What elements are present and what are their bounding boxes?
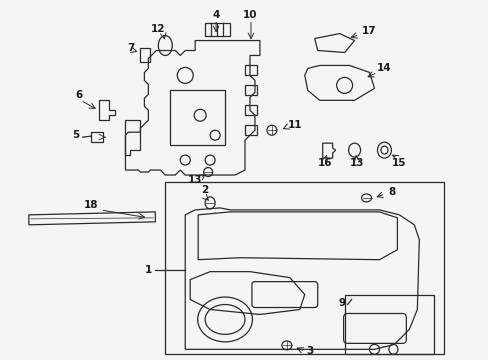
Bar — [244, 105, 256, 115]
Text: 3: 3 — [305, 346, 313, 356]
Text: 13: 13 — [349, 158, 364, 168]
Text: 11: 11 — [287, 120, 302, 130]
Text: 13: 13 — [187, 175, 202, 185]
Text: 4: 4 — [212, 10, 219, 20]
Bar — [244, 125, 256, 135]
Bar — [244, 66, 256, 75]
Text: 14: 14 — [376, 63, 391, 73]
Text: 10: 10 — [242, 10, 257, 20]
Bar — [344, 294, 433, 354]
Text: 15: 15 — [391, 158, 406, 168]
Text: 9: 9 — [337, 297, 345, 307]
Bar — [90, 132, 102, 142]
Text: 16: 16 — [317, 158, 331, 168]
Text: 8: 8 — [388, 187, 395, 197]
Text: 12: 12 — [151, 24, 165, 33]
Text: 5: 5 — [72, 130, 79, 140]
Text: 6: 6 — [75, 90, 82, 100]
Text: 2: 2 — [201, 185, 208, 195]
Text: 18: 18 — [83, 200, 98, 210]
Bar — [170, 90, 224, 145]
Text: 1: 1 — [144, 265, 152, 275]
Text: 7: 7 — [126, 42, 134, 53]
Text: 17: 17 — [362, 26, 376, 36]
Bar — [244, 85, 256, 95]
Bar — [140, 48, 150, 62]
Bar — [165, 182, 443, 354]
